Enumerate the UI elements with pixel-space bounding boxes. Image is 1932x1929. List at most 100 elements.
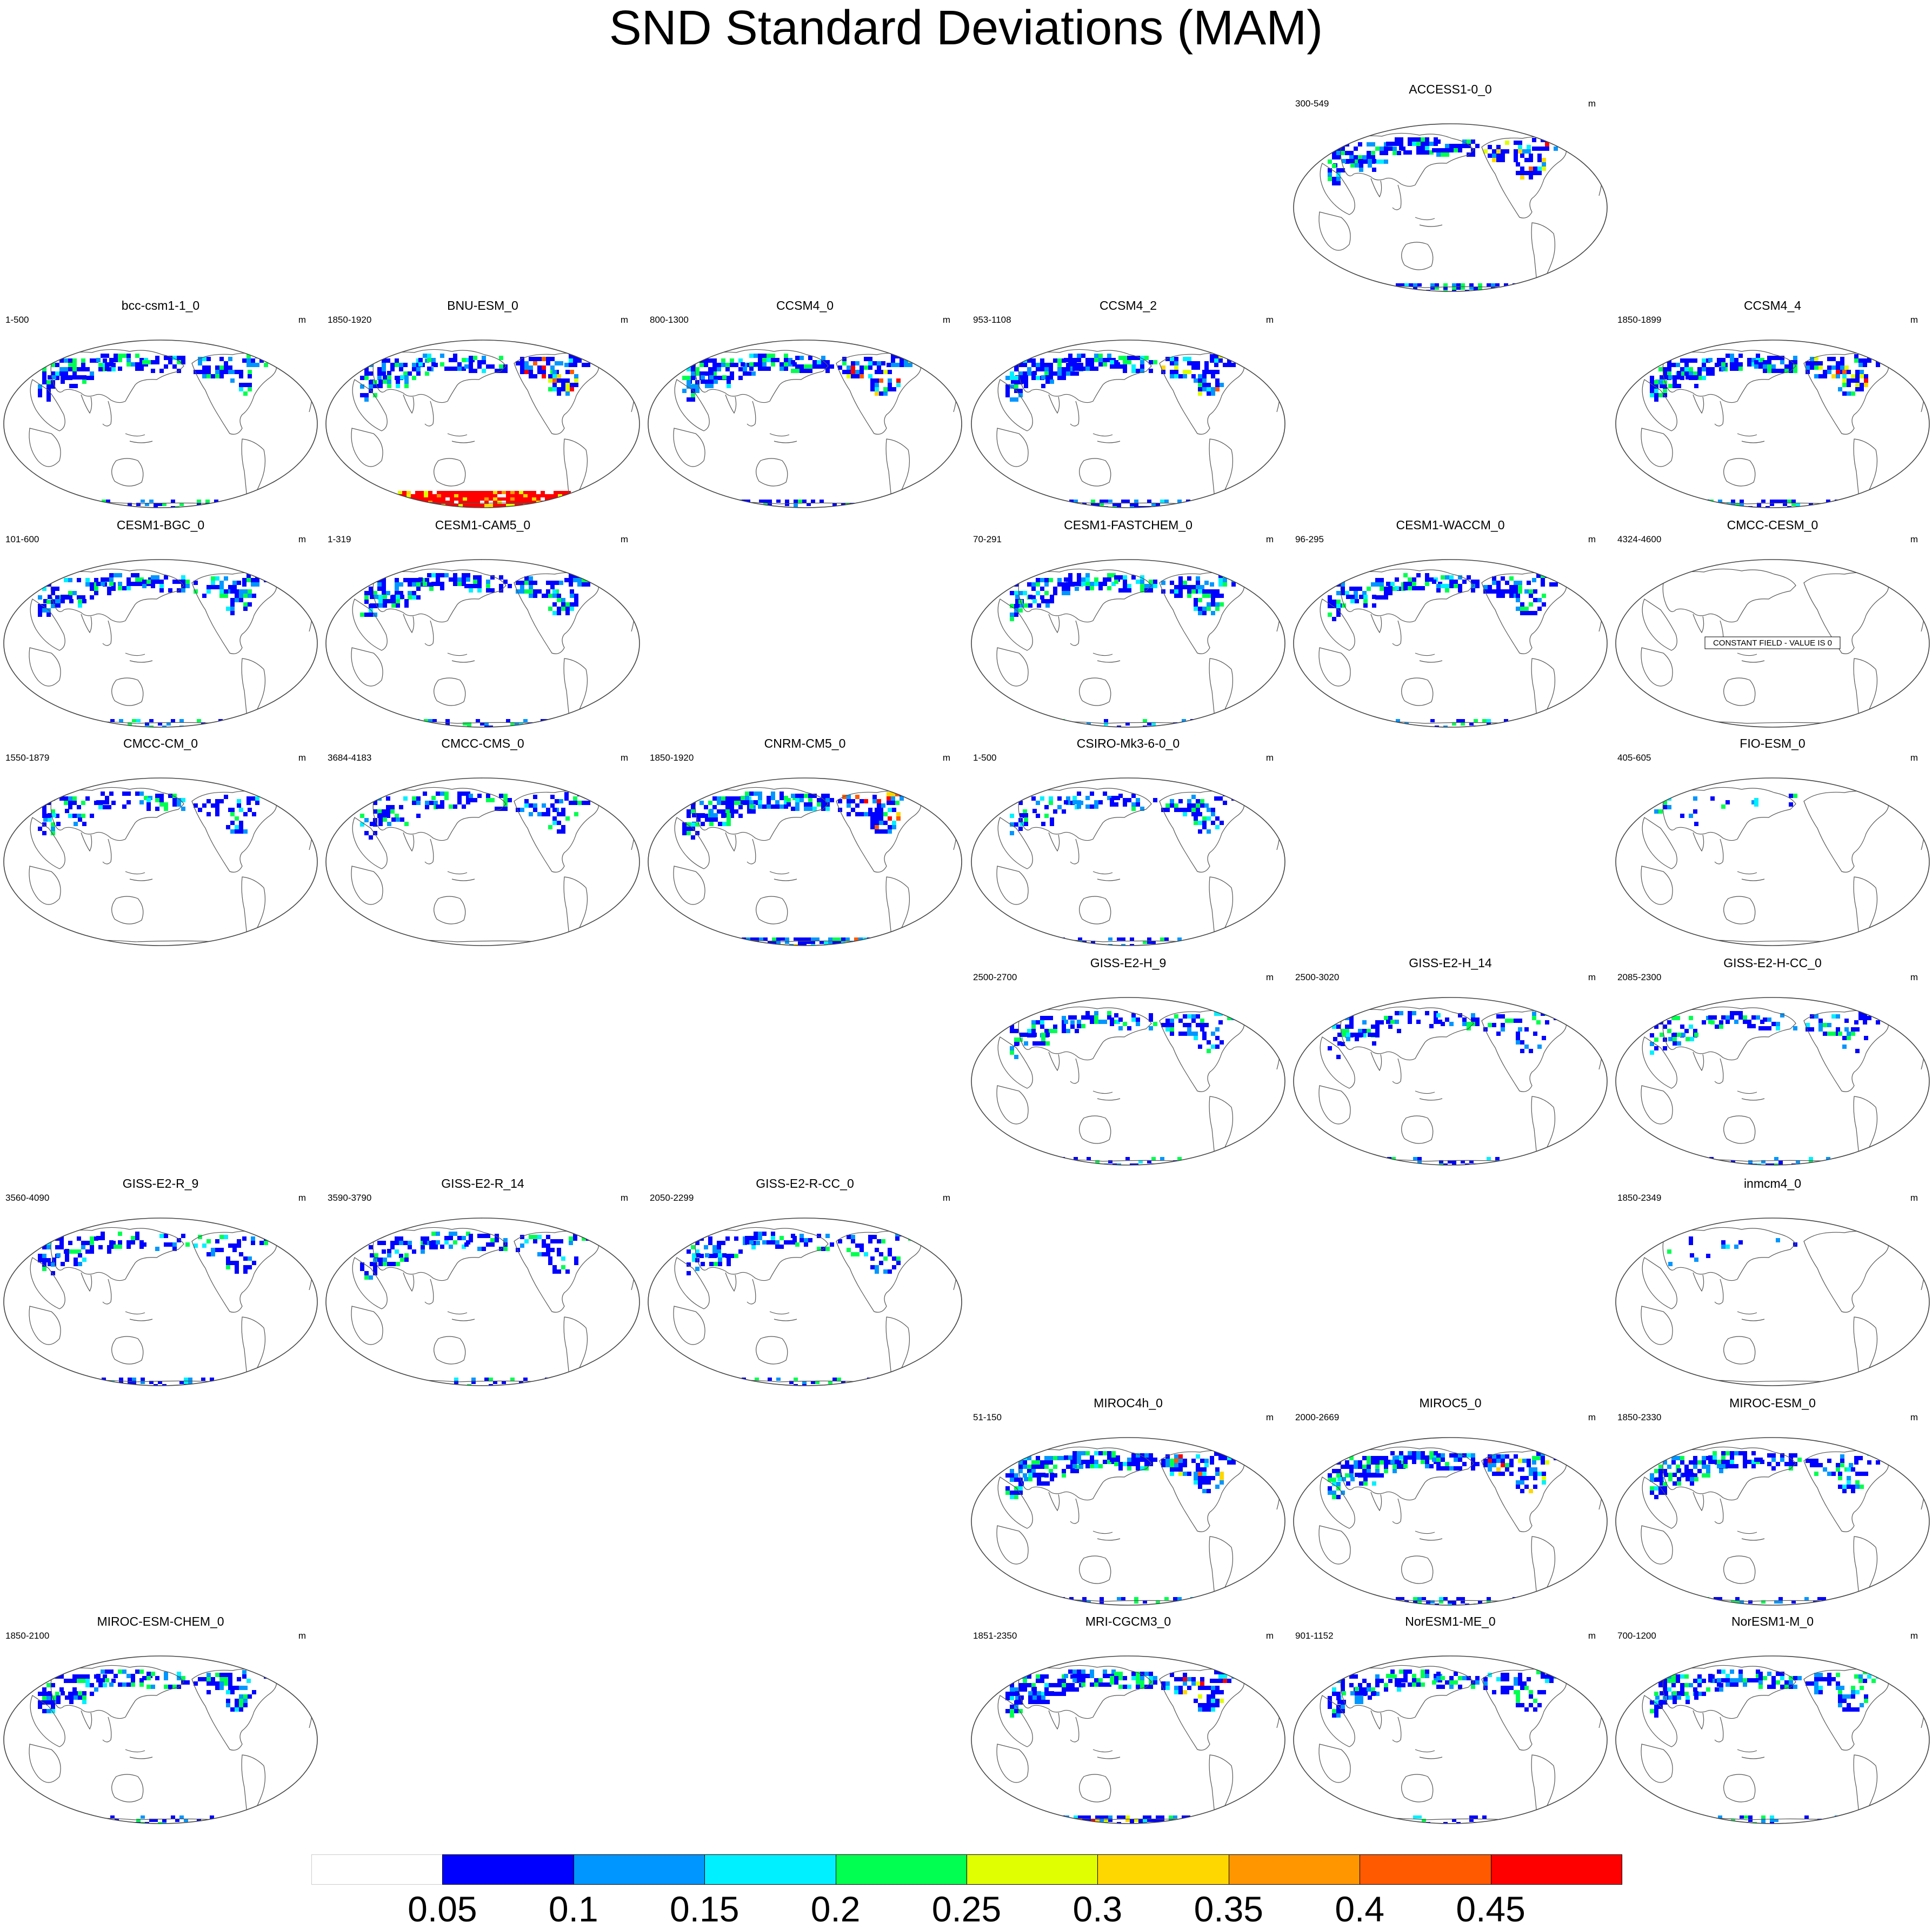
coastline	[1693, 1052, 1704, 1070]
coastline	[29, 1744, 61, 1782]
coastline	[1093, 434, 1120, 443]
world-map	[644, 298, 965, 517]
panel-units: m	[943, 1193, 950, 1203]
coastline	[954, 817, 957, 850]
panel-title: GISS-E2-R_14	[322, 1176, 643, 1190]
panel-units: m	[943, 753, 950, 763]
coastline	[125, 434, 152, 443]
coastline	[954, 1258, 957, 1290]
coastline	[725, 1273, 736, 1291]
snow-field	[997, 569, 1280, 729]
panel-units: m	[1266, 972, 1274, 983]
coastline	[1277, 599, 1280, 631]
panel-title: MIROC-ESM-CHEM_0	[0, 1614, 321, 1628]
coastline	[81, 395, 92, 413]
coastline	[1093, 653, 1120, 662]
coastline	[1804, 791, 1888, 872]
panel-units: m	[1588, 1631, 1596, 1641]
coastline	[1663, 569, 1796, 622]
coastline	[1724, 1774, 1755, 1802]
coastline	[1560, 1451, 1584, 1467]
coastline	[1641, 1086, 1673, 1124]
panel-units: m	[1588, 1412, 1596, 1423]
coastline	[425, 839, 434, 864]
coastline	[1560, 1669, 1584, 1686]
world-map	[1612, 298, 1932, 517]
colorbar-tick-label: 0.2	[811, 1890, 861, 1928]
coastline	[112, 678, 143, 706]
coastline	[1737, 872, 1764, 881]
coastline	[103, 1279, 111, 1304]
snow-field	[351, 1227, 635, 1387]
colorbar-segment	[1360, 1854, 1491, 1885]
panel-title: GISS-E2-R_9	[0, 1176, 321, 1190]
snow-field	[29, 787, 312, 946]
panel-years: 51-150	[973, 1412, 1002, 1423]
coastline	[756, 896, 788, 924]
coastline	[425, 401, 434, 426]
snow-field	[351, 569, 635, 729]
coastline	[1080, 678, 1111, 706]
world-map	[1612, 956, 1932, 1175]
world-map	[0, 736, 321, 955]
coastline	[1737, 1750, 1764, 1759]
world-map	[1612, 1176, 1932, 1395]
coastline	[954, 380, 957, 412]
coastline	[592, 354, 617, 370]
panel-units: m	[1266, 534, 1274, 545]
panel-units: m	[1910, 1412, 1918, 1423]
coastline	[351, 1306, 383, 1345]
panel-title: CESM1-CAM5_0	[322, 518, 643, 532]
coastline	[997, 428, 1028, 467]
coastline	[1371, 614, 1382, 633]
snow-field	[351, 349, 635, 510]
colorbar-segment	[574, 1854, 705, 1885]
panel-title: NorESM1-M_0	[1612, 1614, 1932, 1628]
snow-field	[1319, 133, 1602, 293]
panel-title: MIROC5_0	[1290, 1396, 1611, 1410]
snow-field	[1319, 1447, 1602, 1607]
coastline	[1049, 614, 1060, 633]
panel-title: MIROC4h_0	[968, 1396, 1289, 1410]
coastline	[1724, 678, 1755, 706]
coastline	[1238, 1011, 1262, 1027]
coastline	[1277, 817, 1280, 850]
coastline	[103, 839, 111, 864]
panel-years: 800-1300	[650, 315, 689, 325]
coastline	[448, 653, 475, 662]
coastline	[1393, 1717, 1401, 1742]
coastline	[1393, 1059, 1401, 1083]
snow-field	[1319, 1665, 1602, 1825]
coastline	[125, 1750, 152, 1759]
coastline	[1724, 458, 1755, 486]
panel-units: m	[1266, 1412, 1274, 1423]
coastline	[373, 349, 506, 402]
coastline	[1641, 1526, 1673, 1564]
snow-field	[674, 1227, 957, 1387]
coastline	[1319, 1744, 1350, 1782]
coastline	[1737, 1091, 1764, 1100]
panel-years: 300-549	[1295, 98, 1329, 109]
coastline	[1724, 1336, 1755, 1364]
panel-years: 2050-2299	[650, 1193, 694, 1203]
coastline	[29, 428, 61, 467]
coastline	[1715, 1279, 1723, 1304]
colorbar	[311, 1854, 1622, 1886]
coastline	[1049, 1052, 1060, 1070]
map-panel: MIROC4h_0 51-150 m	[968, 1396, 1289, 1615]
world-map	[968, 1396, 1289, 1615]
colorbar-segment	[1229, 1854, 1360, 1885]
snow-field	[1641, 1007, 1924, 1167]
panel-units: m	[298, 315, 306, 325]
coastline	[1393, 185, 1401, 210]
coastline	[1415, 1531, 1442, 1540]
